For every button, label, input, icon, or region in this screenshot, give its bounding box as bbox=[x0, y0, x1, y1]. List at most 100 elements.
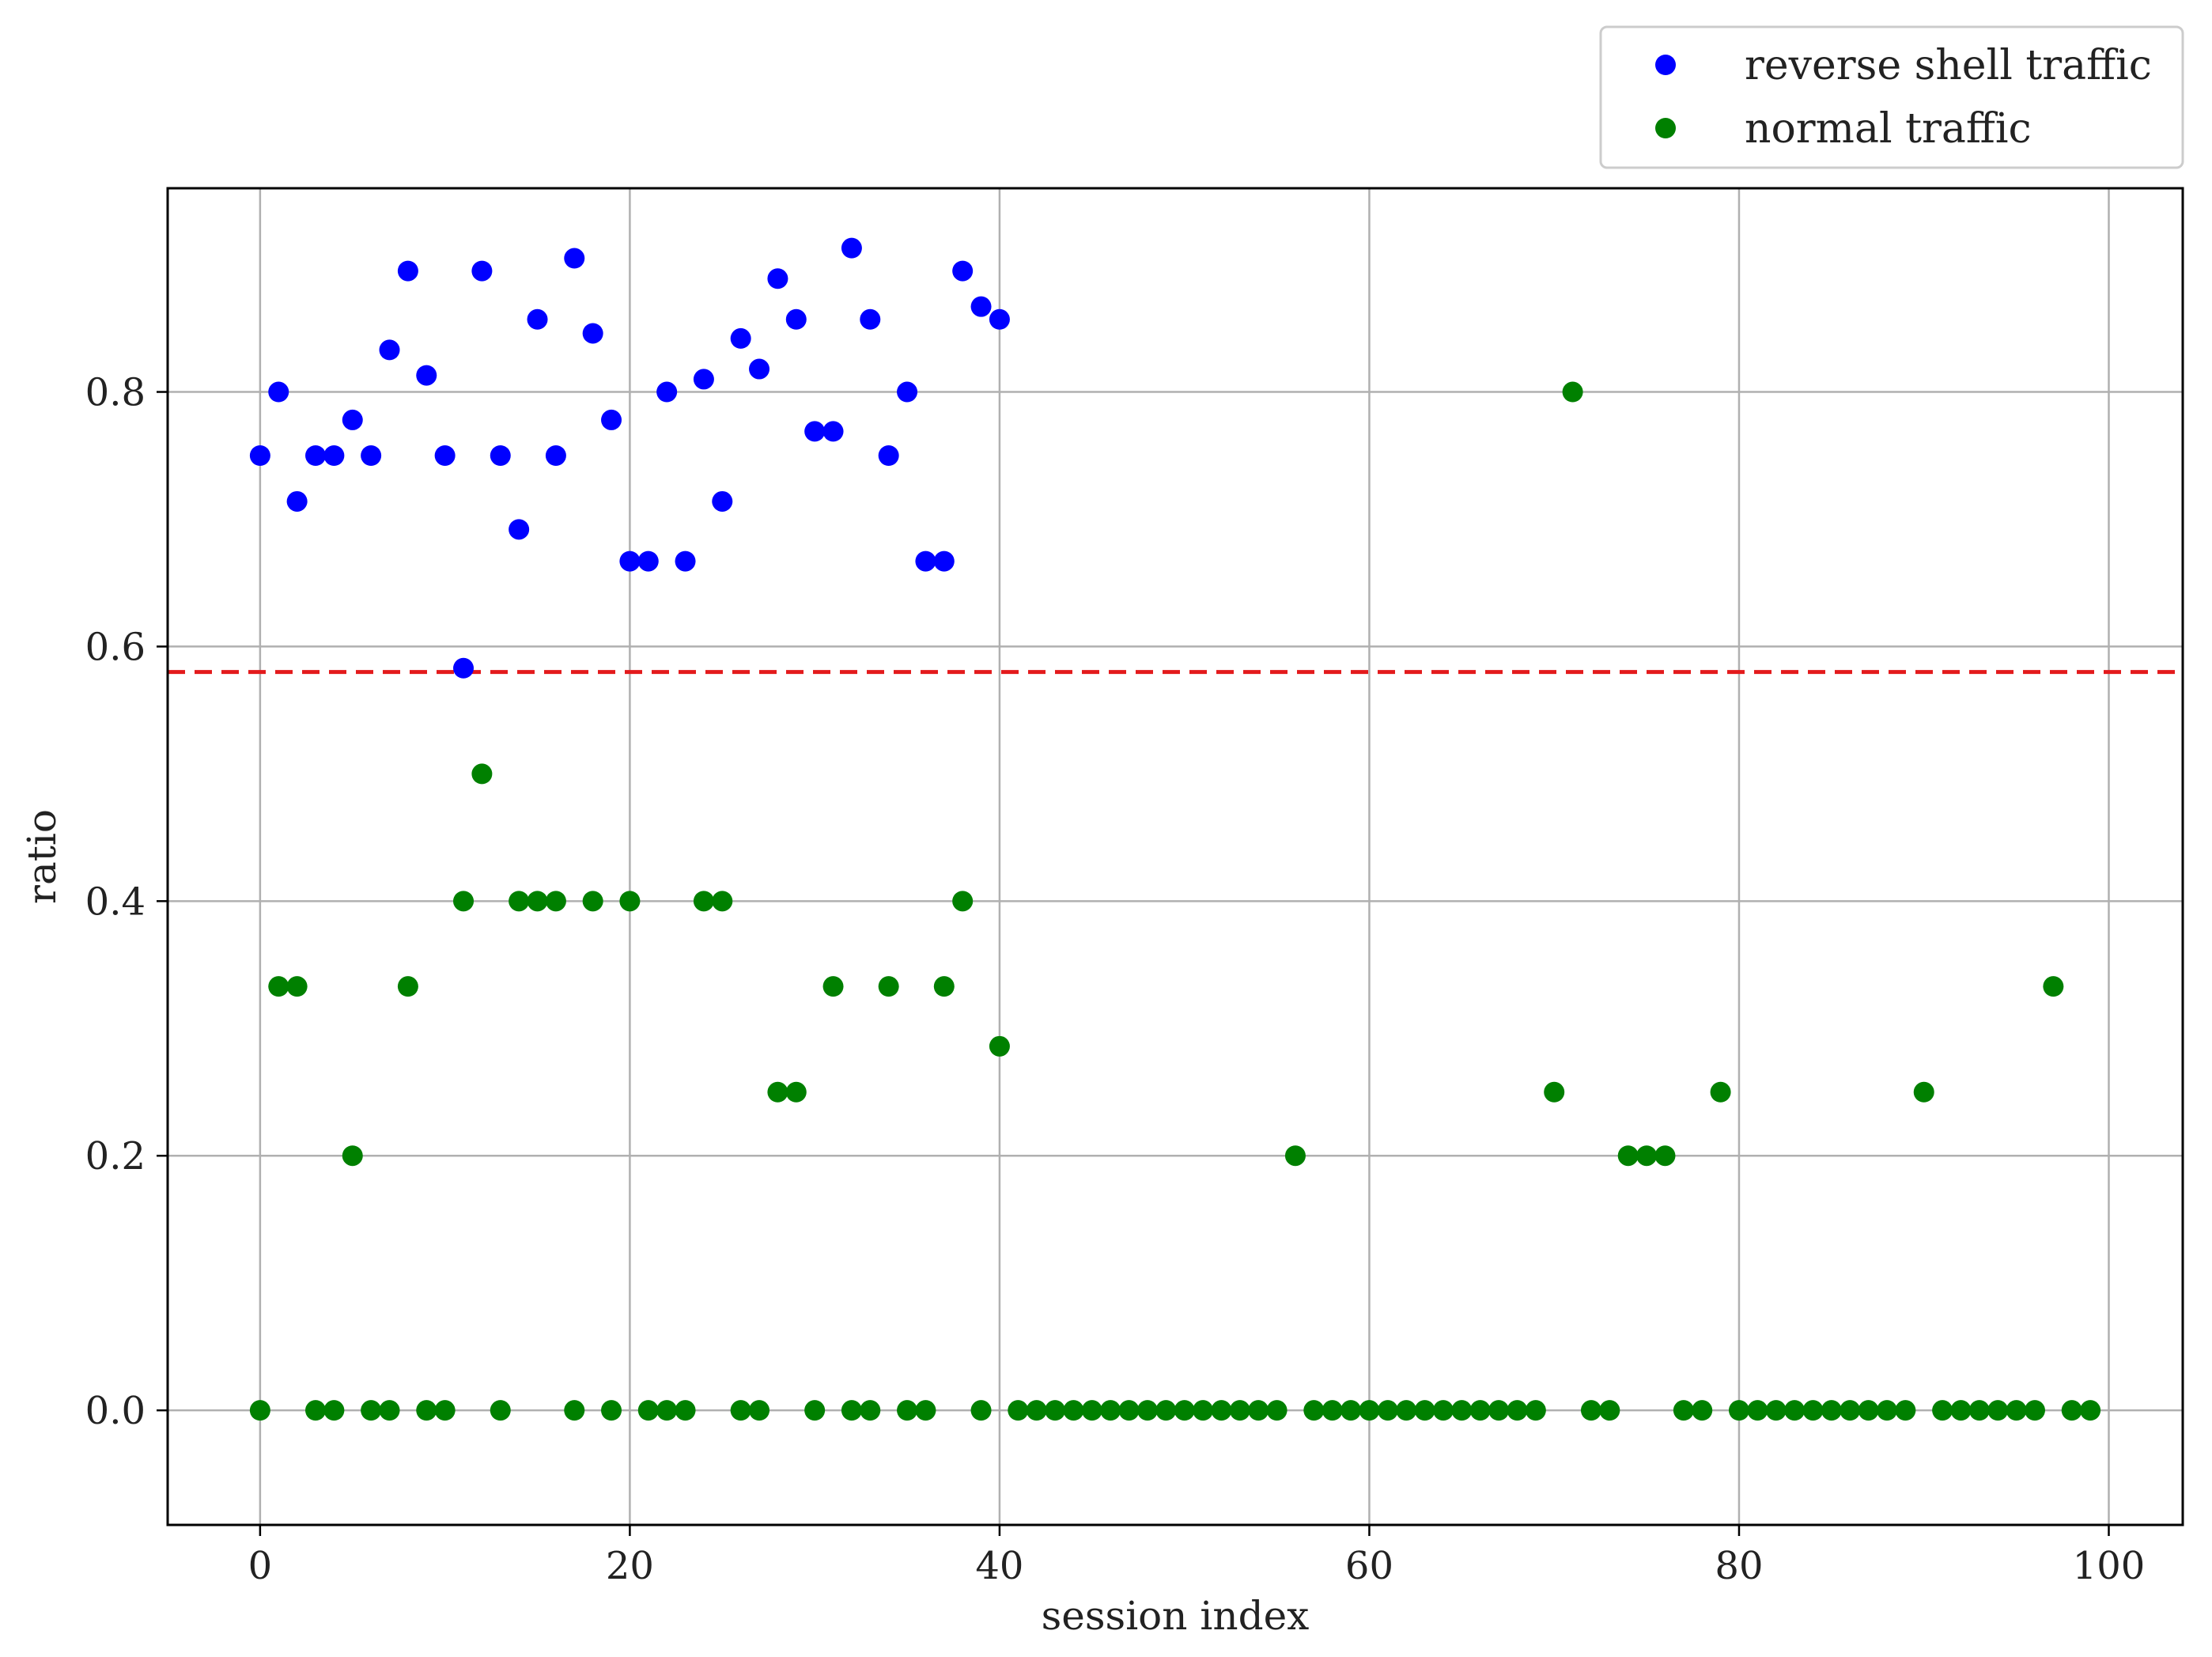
reverse-shell-point bbox=[545, 445, 566, 466]
reverse-shell-point bbox=[564, 248, 585, 269]
reverse-shell-point bbox=[730, 327, 751, 349]
reverse-shell-point bbox=[582, 323, 603, 344]
y-tick-label: 0.4 bbox=[85, 880, 146, 924]
normal-traffic-point bbox=[1580, 1400, 1601, 1421]
normal-traffic-point bbox=[1636, 1145, 1658, 1167]
normal-traffic-point bbox=[1747, 1400, 1768, 1421]
normal-traffic-point bbox=[1765, 1400, 1787, 1421]
normal-traffic-point bbox=[1377, 1400, 1398, 1421]
normal-traffic-point bbox=[1488, 1400, 1510, 1421]
normal-traffic-point bbox=[804, 1400, 826, 1421]
reverse-shell-point bbox=[527, 308, 548, 330]
normal-traffic-point bbox=[1784, 1400, 1806, 1421]
normal-traffic-point bbox=[379, 1400, 400, 1421]
normal-traffic-point bbox=[841, 1400, 862, 1421]
normal-traffic-point bbox=[1008, 1400, 1029, 1421]
normal-traffic-point bbox=[1802, 1400, 1824, 1421]
normal-traffic-point bbox=[1322, 1400, 1343, 1421]
normal-traffic-point bbox=[1728, 1400, 1749, 1421]
legend: reverse shell traffic normal traffic bbox=[1599, 25, 2184, 169]
normal-traffic-point bbox=[1340, 1400, 1362, 1421]
normal-traffic-point bbox=[952, 891, 974, 912]
normal-traffic-point bbox=[915, 1400, 936, 1421]
normal-traffic-point bbox=[1359, 1400, 1380, 1421]
normal-traffic-point bbox=[767, 1081, 788, 1103]
normal-traffic-point bbox=[1544, 1081, 1565, 1103]
reverse-shell-point bbox=[860, 308, 881, 330]
reverse-shell-point bbox=[601, 409, 622, 430]
normal-traffic-point bbox=[1451, 1400, 1473, 1421]
reverse-shell-point bbox=[397, 260, 418, 282]
x-tick-label: 80 bbox=[1715, 1544, 1763, 1588]
normal-traffic-point bbox=[416, 1400, 437, 1421]
reverse-shell-point bbox=[970, 296, 992, 317]
normal-traffic-point bbox=[1710, 1081, 1731, 1103]
normal-traffic-point bbox=[342, 1145, 363, 1167]
normal-traffic-point bbox=[582, 891, 603, 912]
data-points bbox=[249, 237, 2101, 1421]
normal-traffic-point bbox=[471, 763, 493, 785]
normal-traffic-point bbox=[1248, 1400, 1269, 1421]
y-tick-label: 0.8 bbox=[85, 371, 146, 415]
legend-label-reverse-shell: reverse shell traffic bbox=[1745, 42, 2152, 89]
normal-traffic-point bbox=[1932, 1400, 1953, 1421]
normal-traffic-point bbox=[619, 891, 641, 912]
normal-traffic-point bbox=[1155, 1400, 1177, 1421]
y-tick-label: 0.0 bbox=[85, 1389, 146, 1433]
normal-traffic-point bbox=[434, 1400, 456, 1421]
normal-traffic-point bbox=[1469, 1400, 1491, 1421]
normal-traffic-point bbox=[1284, 1145, 1306, 1167]
reverse-shell-point bbox=[453, 657, 475, 679]
normal-traffic-point bbox=[897, 1400, 918, 1421]
normal-traffic-point bbox=[1654, 1145, 1676, 1167]
reverse-shell-point bbox=[804, 421, 826, 442]
reverse-shell-point bbox=[286, 490, 308, 512]
normal-traffic-point bbox=[1840, 1400, 1861, 1421]
reverse-shell-point bbox=[637, 550, 659, 572]
y-axis-title: ratio bbox=[19, 809, 65, 904]
normal-traffic-point bbox=[1599, 1400, 1620, 1421]
normal-traffic-point bbox=[1876, 1400, 1897, 1421]
plot-frame bbox=[166, 187, 2184, 1526]
normal-traffic-point bbox=[1617, 1145, 1639, 1167]
normal-traffic-point bbox=[693, 891, 714, 912]
reverse-shell-point bbox=[767, 268, 788, 289]
normal-traffic-point bbox=[712, 891, 733, 912]
normal-traffic-point bbox=[1895, 1400, 1916, 1421]
x-tick-label: 20 bbox=[606, 1544, 654, 1588]
normal-traffic-point bbox=[878, 976, 899, 997]
normal-traffic-point bbox=[249, 1400, 270, 1421]
legend-box bbox=[1599, 25, 2184, 169]
normal-traffic-point bbox=[1950, 1400, 1972, 1421]
reverse-shell-point bbox=[915, 550, 936, 572]
normal-traffic-point bbox=[1987, 1400, 2009, 1421]
reverse-shell-point bbox=[490, 445, 511, 466]
reverse-shell-point bbox=[952, 260, 974, 282]
x-tick-label: 40 bbox=[975, 1544, 1023, 1588]
normal-traffic-point bbox=[1913, 1081, 1934, 1103]
normal-traffic-point bbox=[1968, 1400, 1990, 1421]
reverse-shell-point bbox=[323, 445, 345, 466]
reverse-shell-point bbox=[822, 421, 844, 442]
reverse-shell-point bbox=[878, 445, 899, 466]
normal-traffic-point bbox=[1414, 1400, 1435, 1421]
normal-traffic-point bbox=[1211, 1400, 1232, 1421]
normal-traffic-point bbox=[970, 1400, 992, 1421]
reverse-shell-point bbox=[249, 445, 270, 466]
normal-traffic-point bbox=[637, 1400, 659, 1421]
normal-traffic-point bbox=[527, 891, 548, 912]
normal-traffic-point bbox=[1562, 381, 1583, 403]
x-tick-label: 60 bbox=[1345, 1544, 1393, 1588]
normal-traffic-point bbox=[1063, 1400, 1084, 1421]
reverse-shell-point bbox=[933, 550, 955, 572]
axis-ticks: 0 20 40 60 80 100 0.0 0.2 0.4 0.6 0.8 bbox=[85, 371, 2146, 1588]
y-tick-label: 0.2 bbox=[85, 1134, 146, 1178]
reverse-shell-point bbox=[509, 519, 530, 540]
normal-traffic-point bbox=[545, 891, 566, 912]
normal-traffic-point bbox=[1229, 1400, 1250, 1421]
x-tick-label: 100 bbox=[2073, 1544, 2146, 1588]
normal-traffic-point bbox=[490, 1400, 511, 1421]
normal-traffic-point bbox=[1507, 1400, 1528, 1421]
reverse-shell-point bbox=[749, 358, 770, 380]
